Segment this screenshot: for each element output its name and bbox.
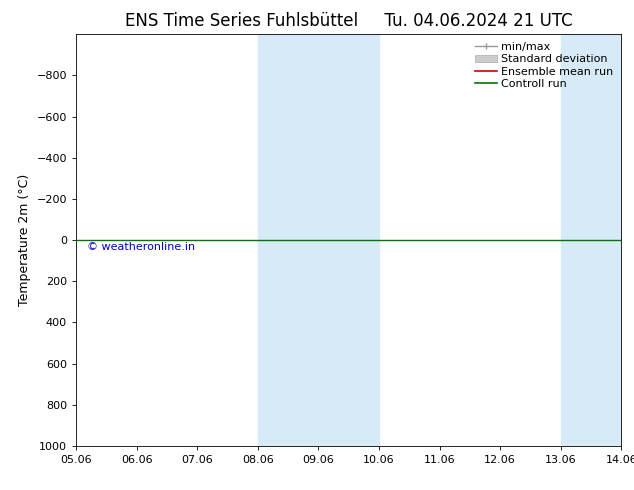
Bar — [258, 34, 379, 446]
Bar — [560, 34, 621, 446]
Title: ENS Time Series Fuhlsbüttel     Tu. 04.06.2024 21 UTC: ENS Time Series Fuhlsbüttel Tu. 04.06.20… — [125, 12, 573, 30]
Text: © weatheronline.in: © weatheronline.in — [87, 242, 195, 252]
Y-axis label: Temperature 2m (°C): Temperature 2m (°C) — [18, 174, 31, 306]
Legend: min/max, Standard deviation, Ensemble mean run, Controll run: min/max, Standard deviation, Ensemble me… — [472, 40, 616, 91]
